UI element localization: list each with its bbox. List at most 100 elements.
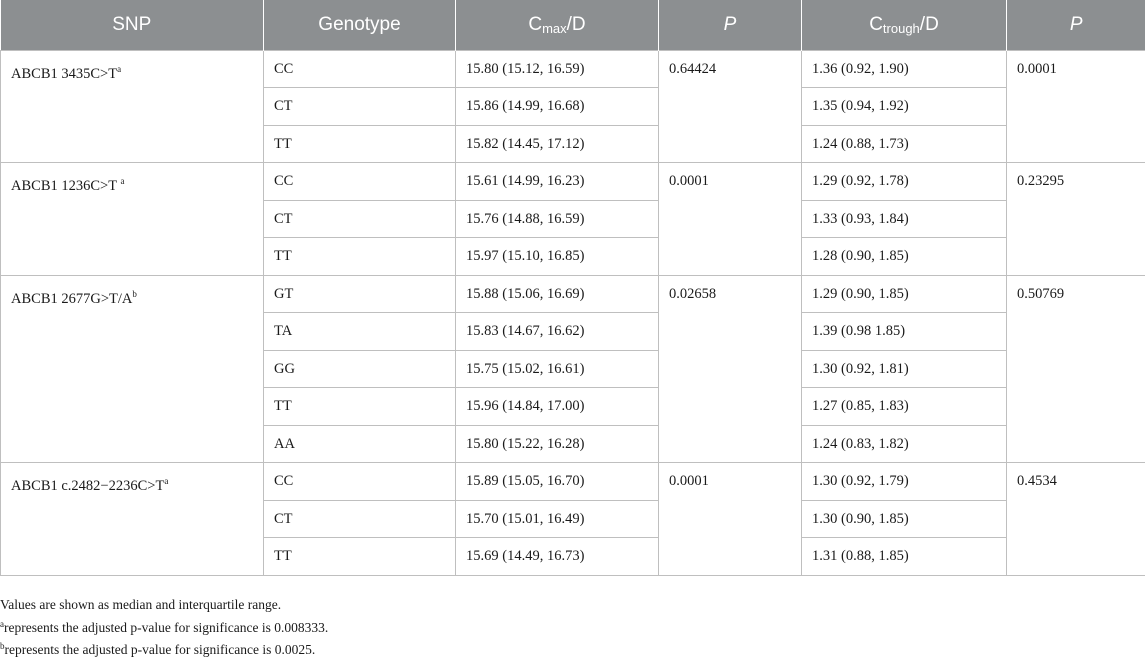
- genotype-cell-text: TT: [274, 538, 455, 565]
- genotype-cell: TT: [264, 388, 456, 426]
- genotype-cell: CC: [264, 163, 456, 201]
- snp-name: ABCB1 2677G>T/A: [11, 291, 132, 307]
- cmax-cell-text: 15.61 (14.99, 16.23): [466, 163, 658, 190]
- snp-cell: ABCB1 2677G>T/Ab: [1, 275, 264, 463]
- genotype-cell-text: CC: [274, 163, 455, 190]
- cmax-cell-text: 15.69 (14.49, 16.73): [466, 538, 658, 565]
- cmax-cell: 15.76 (14.88, 16.59): [456, 200, 659, 238]
- snp-label: ABCB1 1236C>T a: [11, 163, 263, 195]
- snp-name: ABCB1 3435C>T: [11, 66, 117, 82]
- ctrough-cell-text: 1.29 (0.92, 1.78): [812, 163, 1006, 190]
- ctrough-cell-text: 1.33 (0.93, 1.84): [812, 201, 1006, 228]
- genotype-cell: CC: [264, 463, 456, 501]
- genotype-cell: GG: [264, 350, 456, 388]
- snp-footnote-marker: a: [120, 176, 124, 186]
- snp-footnote-marker: a: [164, 476, 168, 486]
- cmax-cell-text: 15.80 (15.22, 16.28): [466, 426, 658, 453]
- p-ctrough-cell: 0.23295: [1007, 163, 1145, 276]
- snp-label: ABCB1 2677G>T/Ab: [11, 276, 263, 308]
- genotype-cell-text: CT: [274, 201, 455, 228]
- p-ctrough-cell: 0.50769: [1007, 275, 1145, 463]
- header-cmax-sub: max: [542, 21, 567, 36]
- header-p-cmax: P: [659, 0, 802, 50]
- ctrough-cell: 1.24 (0.83, 1.82): [802, 425, 1007, 463]
- cmax-cell: 15.83 (14.67, 16.62): [456, 313, 659, 351]
- p-cmax-cell: 0.64424: [659, 50, 802, 163]
- table-header: SNP Genotype Cmax/D P Ctrough/D P: [1, 0, 1145, 50]
- cmax-cell: 15.96 (14.84, 17.00): [456, 388, 659, 426]
- footnote-a: arepresents the adjusted p-value for sig…: [0, 615, 328, 638]
- genotype-cell: GT: [264, 275, 456, 313]
- cmax-cell-text: 15.70 (15.01, 16.49): [466, 501, 658, 528]
- cmax-cell-text: 15.83 (14.67, 16.62): [466, 313, 658, 340]
- ctrough-cell: 1.36 (0.92, 1.90): [802, 50, 1007, 88]
- header-snp: SNP: [1, 0, 264, 50]
- cmax-cell-text: 15.80 (15.12, 16.59): [466, 51, 658, 78]
- p-ctrough-cell-text: 0.23295: [1017, 163, 1145, 190]
- cmax-cell: 15.80 (15.22, 16.28): [456, 425, 659, 463]
- genotype-cell-text: AA: [274, 426, 455, 453]
- p-ctrough-cell-text: 0.0001: [1017, 51, 1145, 78]
- ctrough-cell-text: 1.31 (0.88, 1.85): [812, 538, 1006, 565]
- cmax-cell-text: 15.89 (15.05, 16.70): [466, 463, 658, 490]
- p-cmax-cell: 0.0001: [659, 163, 802, 276]
- cmax-cell-text: 15.86 (14.99, 16.68): [466, 88, 658, 115]
- ctrough-cell-text: 1.30 (0.92, 1.81): [812, 351, 1006, 378]
- snp-label: ABCB1 c.2482−2236C>Ta: [11, 463, 263, 495]
- genotype-cell-text: TA: [274, 313, 455, 340]
- genotype-cell: CC: [264, 50, 456, 88]
- snp-genotype-table: SNP Genotype Cmax/D P Ctrough/D P ABCB1 …: [0, 0, 1145, 576]
- genotype-cell: TT: [264, 538, 456, 576]
- genotype-cell: TT: [264, 238, 456, 276]
- ctrough-cell-text: 1.24 (0.88, 1.73): [812, 126, 1006, 153]
- cmax-cell-text: 15.96 (14.84, 17.00): [466, 388, 658, 415]
- snp-name: ABCB1 1236C>T: [11, 178, 120, 194]
- ctrough-cell: 1.30 (0.92, 1.79): [802, 463, 1007, 501]
- table-footnotes: Values are shown as median and interquar…: [0, 595, 328, 660]
- genotype-cell: CT: [264, 200, 456, 238]
- ctrough-cell: 1.28 (0.90, 1.85): [802, 238, 1007, 276]
- p-ctrough-cell: 0.0001: [1007, 50, 1145, 163]
- ctrough-cell: 1.29 (0.90, 1.85): [802, 275, 1007, 313]
- cmax-cell-text: 15.82 (14.45, 17.12): [466, 126, 658, 153]
- ctrough-cell-text: 1.29 (0.90, 1.85): [812, 276, 1006, 303]
- genotype-cell: TT: [264, 125, 456, 163]
- ctrough-cell: 1.29 (0.92, 1.78): [802, 163, 1007, 201]
- p-cmax-cell-text: 0.0001: [669, 463, 801, 490]
- header-ctrough-tail: /D: [920, 14, 939, 35]
- ctrough-cell: 1.27 (0.85, 1.83): [802, 388, 1007, 426]
- snp-footnote-marker: b: [132, 289, 137, 299]
- header-cmax-main: C: [528, 14, 542, 35]
- cmax-cell: 15.88 (15.06, 16.69): [456, 275, 659, 313]
- p-ctrough-cell: 0.4534: [1007, 463, 1145, 576]
- header-ctrough-sub: trough: [883, 21, 920, 36]
- cmax-cell: 15.82 (14.45, 17.12): [456, 125, 659, 163]
- cmax-cell: 15.80 (15.12, 16.59): [456, 50, 659, 88]
- cmax-cell: 15.97 (15.10, 16.85): [456, 238, 659, 276]
- p-cmax-cell-text: 0.02658: [669, 276, 801, 303]
- cmax-cell: 15.61 (14.99, 16.23): [456, 163, 659, 201]
- ctrough-cell: 1.39 (0.98 1.85): [802, 313, 1007, 351]
- ctrough-cell-text: 1.36 (0.92, 1.90): [812, 51, 1006, 78]
- genotype-cell: CT: [264, 88, 456, 126]
- ctrough-cell-text: 1.28 (0.90, 1.85): [812, 238, 1006, 265]
- ctrough-cell-text: 1.30 (0.90, 1.85): [812, 501, 1006, 528]
- snp-cell: ABCB1 1236C>T a: [1, 163, 264, 276]
- header-ctrough-main: C: [869, 14, 883, 35]
- header-row: SNP Genotype Cmax/D P Ctrough/D P: [1, 0, 1145, 50]
- footnote-b-text: represents the adjusted p-value for sign…: [5, 642, 316, 657]
- header-cmax-tail: /D: [567, 14, 586, 35]
- footnote-b: brepresents the adjusted p-value for sig…: [0, 637, 328, 660]
- genotype-cell-text: GT: [274, 276, 455, 303]
- p-ctrough-cell-text: 0.4534: [1017, 463, 1145, 490]
- ctrough-cell-text: 1.35 (0.94, 1.92): [812, 88, 1006, 115]
- ctrough-cell: 1.31 (0.88, 1.85): [802, 538, 1007, 576]
- header-cmax: Cmax/D: [456, 0, 659, 50]
- cmax-cell: 15.89 (15.05, 16.70): [456, 463, 659, 501]
- p-cmax-cell-text: 0.64424: [669, 51, 801, 78]
- cmax-cell: 15.86 (14.99, 16.68): [456, 88, 659, 126]
